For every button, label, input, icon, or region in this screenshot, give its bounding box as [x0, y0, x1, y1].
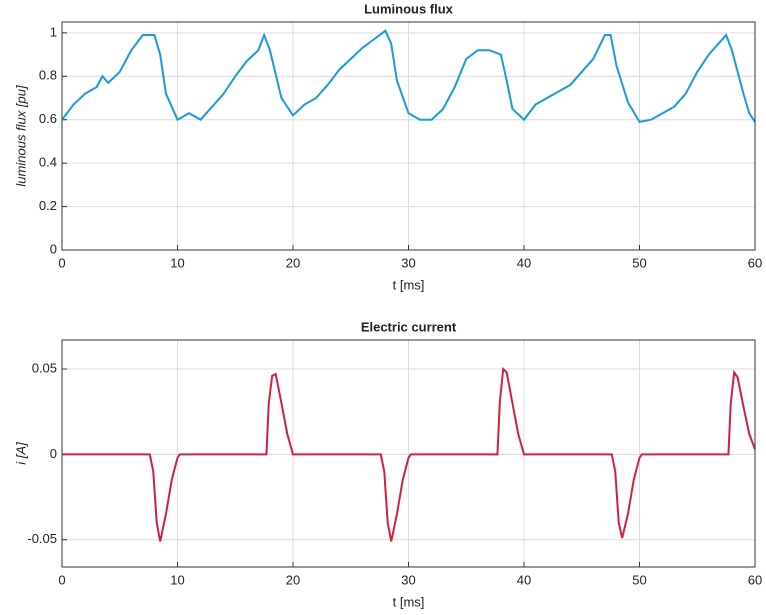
- y-tick-label: -0.05: [27, 531, 57, 546]
- x-tick-label: 0: [58, 255, 65, 270]
- x-tick-label: 60: [748, 572, 762, 587]
- y-tick-label: 0.6: [39, 111, 57, 126]
- x-tick-label: 30: [401, 572, 415, 587]
- line: [61, 29, 756, 124]
- y-tick-label: 0.4: [39, 155, 57, 170]
- x-tick-label: 60: [748, 255, 762, 270]
- y-tick-label: 0: [50, 241, 57, 256]
- x-tick-label: 20: [286, 255, 300, 270]
- x-axis-label: t [ms]: [393, 277, 425, 292]
- x-tick-label: 10: [170, 572, 184, 587]
- axes-frame: [61, 339, 756, 568]
- x-tick-label: 0: [58, 572, 65, 587]
- y-axis-label: i [A]: [13, 442, 28, 465]
- chart-title: Luminous flux: [364, 1, 454, 16]
- chart-title: Electric current: [361, 319, 457, 334]
- x-tick-label: 50: [632, 255, 646, 270]
- x-axis-label: t [ms]: [393, 594, 425, 609]
- y-tick-label: 0: [50, 446, 57, 461]
- axes-frame: [61, 21, 756, 251]
- x-tick-label: 20: [286, 572, 300, 587]
- y-tick-label: 0.2: [39, 198, 57, 213]
- y-tick-label: 0.05: [32, 360, 57, 375]
- x-tick-label: 40: [517, 255, 531, 270]
- x-tick-label: 10: [170, 255, 184, 270]
- y-tick-label: 0.8: [39, 68, 57, 83]
- line: [62, 366, 756, 542]
- y-axis-label: luminous flux [pu]: [13, 85, 28, 187]
- x-tick-label: 50: [632, 572, 646, 587]
- y-tick-label: 1: [50, 24, 57, 39]
- x-tick-label: 30: [401, 255, 415, 270]
- x-tick-label: 40: [517, 572, 531, 587]
